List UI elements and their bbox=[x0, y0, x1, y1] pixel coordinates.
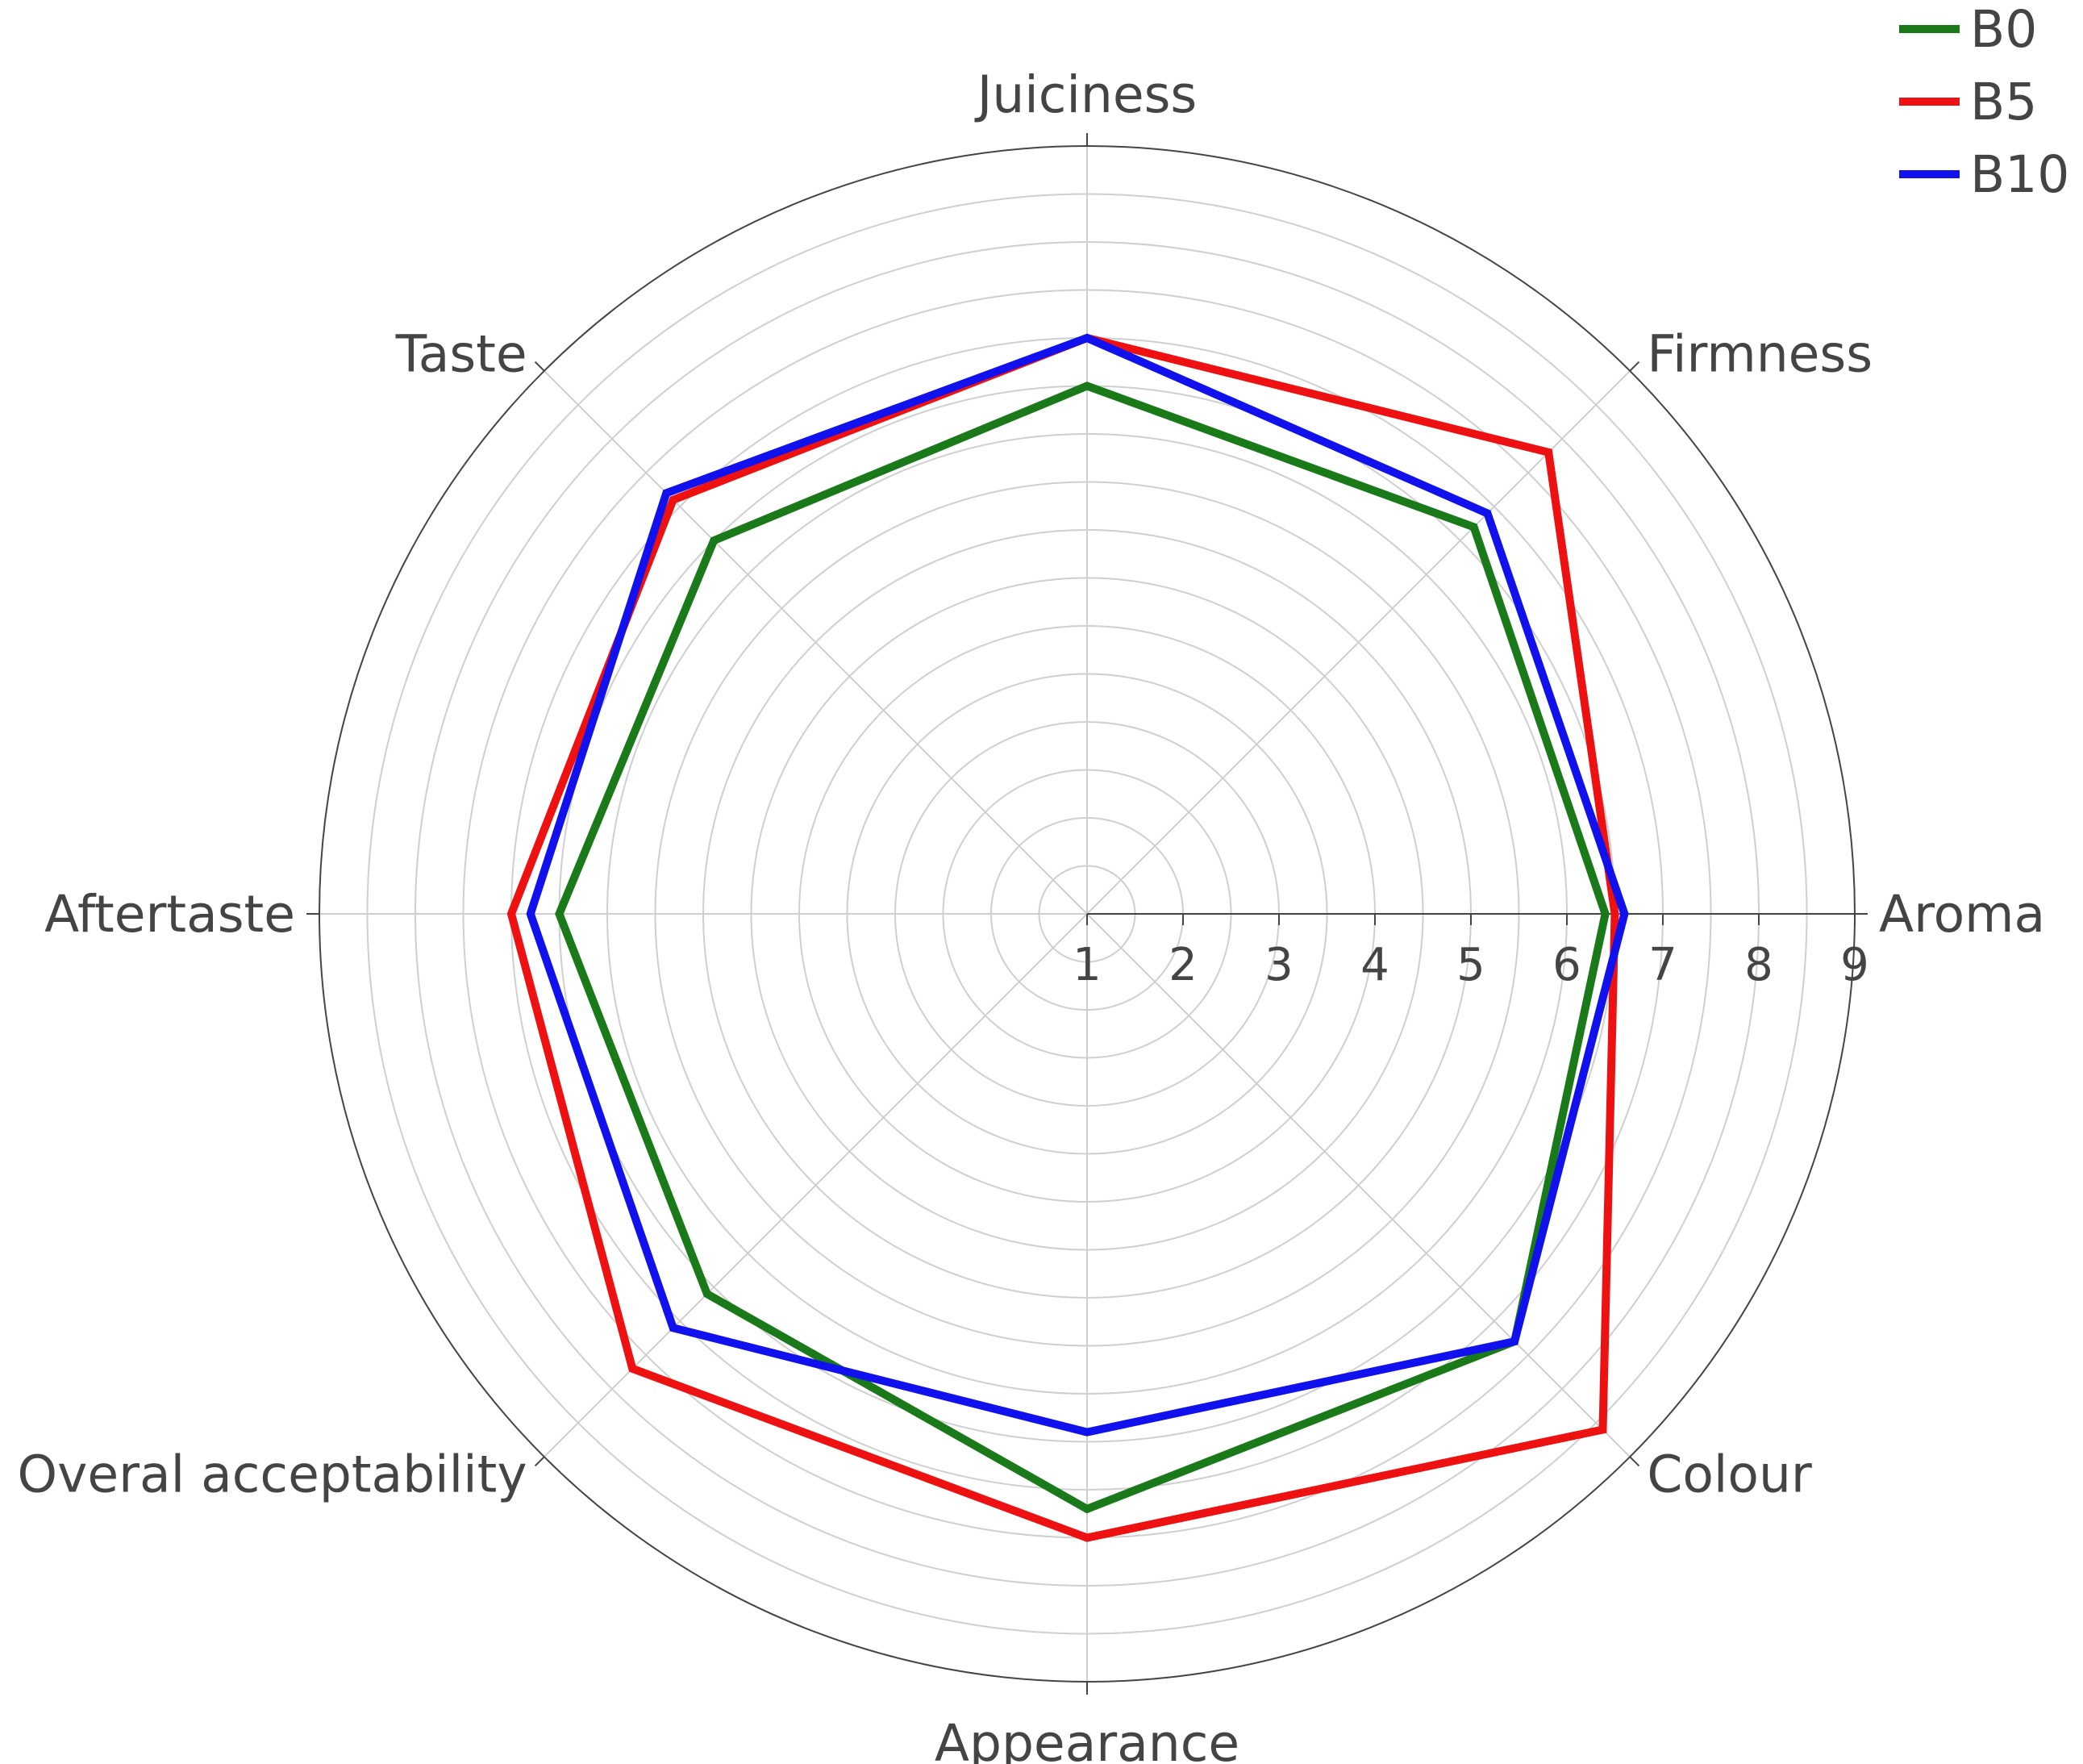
radial-tick-label: 6 bbox=[1552, 939, 1581, 991]
polar-grid: 1 2 3 4 5 6 7 8 9 bbox=[306, 133, 1869, 1695]
radial-tick-label: 2 bbox=[1169, 939, 1198, 991]
radial-tick-label: 9 bbox=[1840, 939, 1869, 991]
axis-label-aroma: Aroma bbox=[1879, 885, 2045, 944]
legend-label-b10: B10 bbox=[1970, 145, 2069, 204]
radial-tick-label: 8 bbox=[1744, 939, 1773, 991]
radial-tick-label: 7 bbox=[1648, 939, 1677, 991]
series-b5-line bbox=[506, 333, 1619, 1542]
radial-tick-label: 1 bbox=[1073, 939, 1102, 991]
axis-label-appearance: Appearance bbox=[935, 1714, 1239, 1764]
series-b10-line bbox=[526, 333, 1629, 1437]
grid-spoke bbox=[1086, 913, 1631, 1457]
angular-tick bbox=[1629, 1456, 1640, 1467]
axis-label-overal-acceptability: Overal acceptability bbox=[18, 1445, 527, 1503]
axis-label-colour: Colour bbox=[1647, 1445, 1812, 1503]
series-lines bbox=[506, 333, 1629, 1542]
radial-tick-label: 5 bbox=[1456, 939, 1485, 991]
axis-labels: Aroma Firmness Juiciness Taste Aftertaste Ove… bbox=[18, 65, 2046, 1764]
legend: B0 B5 B10 bbox=[1899, 0, 2069, 204]
axis-label-juiciness: Juiciness bbox=[974, 65, 1198, 124]
angular-tick bbox=[534, 1456, 545, 1467]
series-b0-line bbox=[555, 382, 1610, 1514]
axis-label-firmness: Firmness bbox=[1647, 325, 1873, 384]
legend-label-b5: B5 bbox=[1970, 73, 2037, 131]
angular-tick bbox=[1629, 361, 1640, 372]
grid-spoke bbox=[1086, 370, 1631, 915]
grid-spoke bbox=[544, 370, 1088, 915]
legend-label-b0: B0 bbox=[1970, 0, 2037, 59]
axis-label-taste: Taste bbox=[395, 325, 527, 384]
angular-tick bbox=[534, 361, 545, 372]
axis-label-aftertaste: Aftertaste bbox=[44, 885, 295, 944]
radial-tick-label: 4 bbox=[1360, 939, 1389, 991]
radial-tick-label: 3 bbox=[1264, 939, 1294, 991]
